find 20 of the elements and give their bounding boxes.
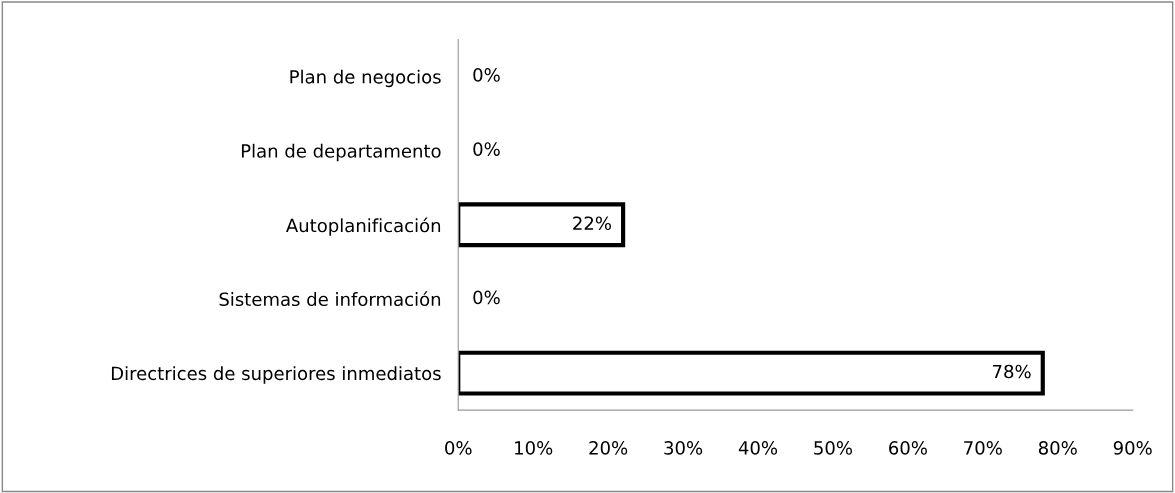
- y-tick-label: Directrices de superiores inmediatos: [111, 366, 441, 384]
- data-label: 0%: [473, 68, 500, 82]
- data-label: 0%: [473, 142, 500, 156]
- x-tick-label: 70%: [964, 441, 1002, 455]
- data-label: 0%: [473, 290, 500, 305]
- y-tick-label: Plan de negocios: [290, 69, 441, 88]
- x-tick-label: 80%: [1038, 441, 1077, 455]
- data-label: 22%: [573, 216, 612, 231]
- y-tick-label: Sistemas de información: [219, 291, 441, 307]
- x-tick-label: 60%: [889, 441, 927, 455]
- x-tick-label: 10%: [515, 441, 553, 455]
- y-tick-label: Plan de departamento: [241, 143, 441, 162]
- x-tick-label: 90%: [1113, 441, 1152, 455]
- x-tick-label: 0%: [445, 441, 472, 455]
- y-tick-label: Autoplanificación: [286, 217, 441, 236]
- data-label: 78%: [993, 364, 1031, 379]
- x-tick-label: 40%: [738, 441, 778, 455]
- x-tick-label: 20%: [589, 441, 628, 455]
- x-tick-label: 50%: [814, 441, 853, 455]
- x-tick-label: 30%: [664, 441, 703, 455]
